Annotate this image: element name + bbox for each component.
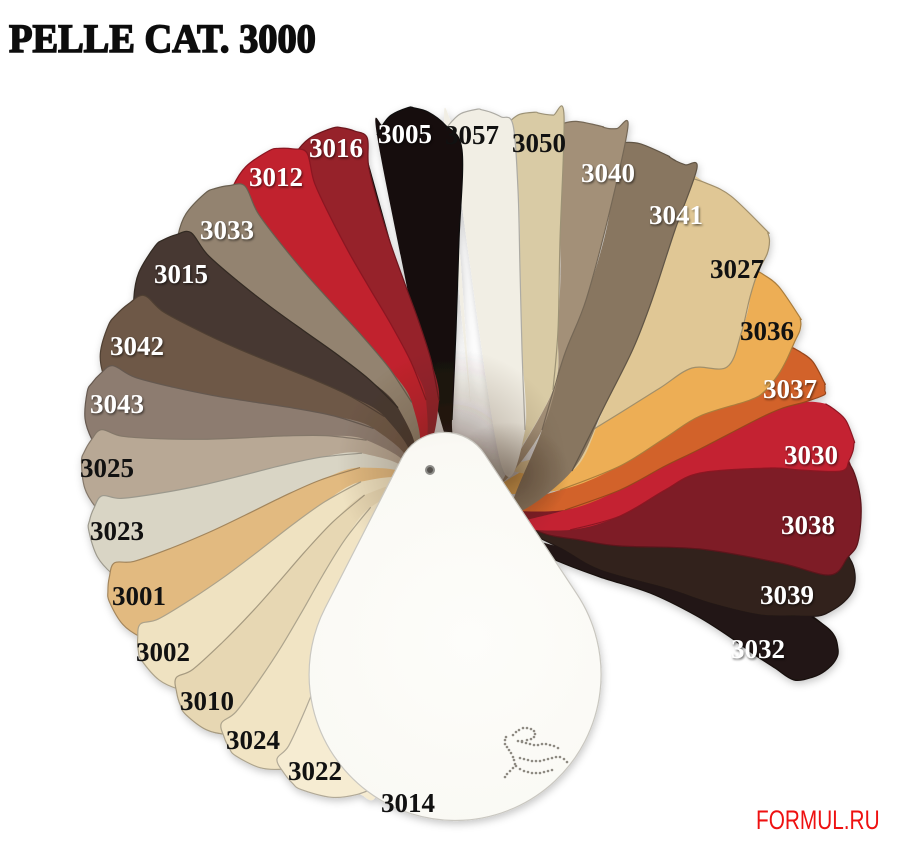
svg-text:3025: 3025 (80, 453, 134, 483)
svg-text:3022: 3022 (288, 756, 342, 786)
svg-text:3030: 3030 (784, 440, 838, 470)
svg-text:3023: 3023 (90, 516, 144, 546)
svg-text:3027: 3027 (710, 254, 764, 284)
svg-text:3039: 3039 (760, 580, 814, 610)
svg-text:3036: 3036 (740, 316, 794, 346)
svg-text:3002: 3002 (136, 637, 190, 667)
svg-text:3024: 3024 (226, 725, 280, 755)
svg-text:3005: 3005 (378, 119, 432, 149)
svg-text:3042: 3042 (110, 331, 164, 361)
svg-text:3040: 3040 (581, 158, 635, 188)
svg-text:3012: 3012 (249, 162, 303, 192)
svg-text:3010: 3010 (180, 686, 234, 716)
svg-text:3050: 3050 (512, 128, 566, 158)
svg-text:3037: 3037 (763, 374, 817, 404)
svg-text:3057: 3057 (445, 120, 499, 150)
svg-text:3001: 3001 (112, 581, 166, 611)
svg-text:3041: 3041 (649, 200, 703, 230)
svg-text:3033: 3033 (200, 215, 254, 245)
svg-text:3016: 3016 (309, 133, 363, 163)
svg-text:3043: 3043 (90, 389, 144, 419)
svg-text:3038: 3038 (781, 510, 835, 540)
svg-text:3014: 3014 (381, 788, 435, 818)
svg-text:3015: 3015 (154, 259, 208, 289)
svg-text:3032: 3032 (731, 634, 785, 664)
